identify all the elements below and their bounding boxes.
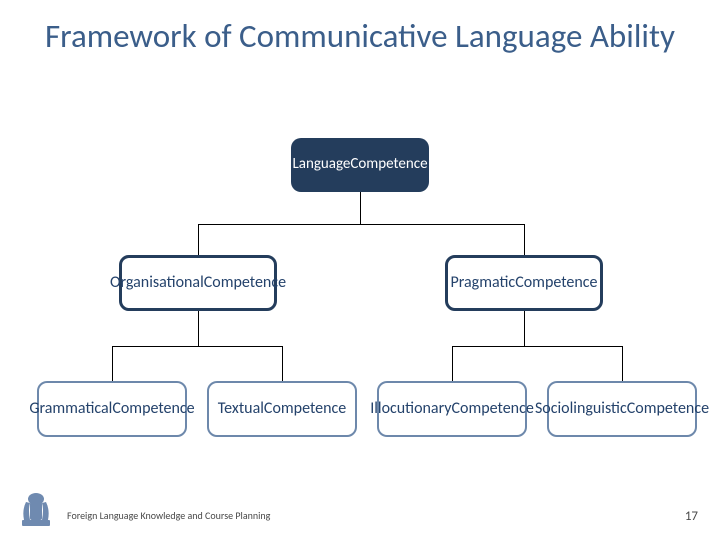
tree-connector bbox=[360, 192, 361, 224]
tree-connector bbox=[112, 346, 113, 381]
tree-connector bbox=[524, 224, 525, 255]
tree-connector bbox=[198, 311, 199, 346]
tree-connector bbox=[452, 346, 622, 347]
institution-logo-icon bbox=[16, 490, 56, 530]
tree-connector bbox=[112, 346, 282, 347]
tree-connector bbox=[524, 311, 525, 346]
tree-connector bbox=[198, 224, 199, 255]
tree-node-org: OrganisationalCompetence bbox=[119, 255, 277, 311]
tree-node-prag: PragmaticCompetence bbox=[445, 255, 603, 311]
tree-node-text: TextualCompetence bbox=[207, 381, 357, 437]
tree-connector bbox=[622, 346, 623, 381]
tree-connector bbox=[282, 346, 283, 381]
tree-node-socio: SociolinguisticCompetence bbox=[547, 381, 697, 437]
tree-node-root: LanguageCompetence bbox=[291, 138, 429, 192]
tree-node-gram: GrammaticalCompetence bbox=[37, 381, 187, 437]
tree-connector bbox=[452, 346, 453, 381]
slide-title: Framework of Communicative Language Abil… bbox=[0, 18, 720, 56]
tree-connector bbox=[198, 224, 524, 225]
tree-node-illoc: IllocutionaryCompetence bbox=[377, 381, 527, 437]
footer-text: Foreign Language Knowledge and Course Pl… bbox=[67, 509, 270, 522]
slide: Framework of Communicative Language Abil… bbox=[0, 0, 720, 540]
page-number: 17 bbox=[685, 509, 698, 524]
